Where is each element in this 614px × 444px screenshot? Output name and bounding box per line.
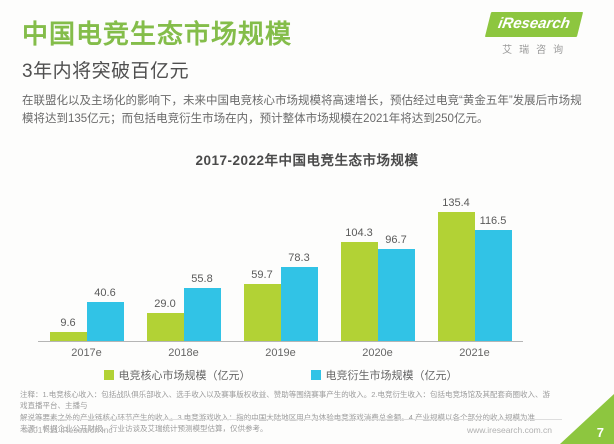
bar-value-label: 104.3	[345, 226, 373, 239]
bar-column: 104.3	[340, 226, 378, 341]
core-market-bar	[49, 331, 87, 341]
bar-column: 96.7	[377, 233, 415, 341]
logo-banner: iResearch	[485, 12, 584, 37]
derivative-market-bar	[474, 229, 512, 341]
logo-brand-cn: 艾瑞咨询	[502, 45, 571, 56]
x-axis-label: 2021e	[459, 346, 490, 359]
footer-copyright: ©2017.11 iResearch Inc	[22, 425, 113, 435]
bar-value-label: 29.0	[154, 297, 176, 310]
bar-value-label: 96.7	[385, 233, 407, 246]
chart-title: 2017-2022年中国电竞生态市场规模	[195, 152, 419, 168]
legend-item: 电竞衍生市场规模（亿元）	[310, 367, 458, 383]
core-market-bar	[146, 312, 184, 341]
bar-chart: 9.6 40.6 29.0 55.8 59.7 78.3 104.3 96.7 135.4 116…	[38, 179, 523, 383]
bar-group-2017e: 9.6 40.6	[38, 179, 135, 341]
bar-group-2018e: 29.0 55.8	[135, 179, 232, 341]
bar-column: 29.0	[146, 297, 184, 341]
x-axis-label: 2020e	[362, 346, 393, 359]
legend-swatch	[103, 369, 114, 380]
footnote-line-3: 来源：根据企业公开财报、行业访谈及艾瑞统计预测模型估算，仅供参考。	[20, 423, 268, 433]
x-axis-label: 2017e	[71, 346, 102, 359]
x-axis-label: 2018e	[168, 346, 199, 359]
bar-value-label: 40.6	[94, 286, 116, 299]
page-number: 7	[596, 425, 604, 440]
core-market-bar	[243, 283, 281, 341]
bar-value-label: 59.7	[251, 268, 273, 281]
x-axis: 2017e 2018e 2019e 2020e 2021e	[38, 342, 523, 359]
page-corner-decoration	[560, 394, 614, 444]
page-subtitle: 3年内将突破百亿元	[22, 61, 190, 82]
page-title: 中国电竞生态市场规模	[22, 19, 293, 49]
x-axis-label: 2019e	[265, 346, 296, 359]
bar-value-label: 55.8	[191, 272, 213, 285]
bar-group-2021e: 135.4 116.5	[426, 179, 523, 341]
bar-group-2019e: 59.7 78.3	[232, 179, 329, 341]
derivative-market-bar	[377, 248, 415, 341]
footer-divider	[20, 419, 562, 420]
bar-column: 40.6	[86, 286, 124, 341]
bar-column: 55.8	[183, 272, 221, 341]
derivative-market-bar	[86, 301, 124, 341]
bar-column: 78.3	[280, 251, 318, 341]
core-market-bar	[340, 241, 378, 341]
derivative-market-bar	[280, 266, 318, 341]
legend-label: 电竞衍生市场规模（亿元）	[325, 369, 458, 382]
bar-column: 116.5	[474, 214, 512, 341]
intro-paragraph: 在联盟化以及主场化的影响下，未来中国电竞核心市场规模将高速增长，预估经过电竞“黄…	[22, 95, 582, 125]
bar-value-label: 9.6	[60, 316, 76, 329]
footnote-line-1: 注释：1.电竞核心收入：包括战队俱乐部收入、选手收入以及赛事版权收益、赞助等围绕…	[20, 390, 551, 411]
chart-legend: 电竞核心市场规模（亿元） 电竞衍生市场规模（亿元）	[38, 367, 523, 383]
bar-value-label: 78.3	[288, 251, 310, 264]
legend-swatch	[310, 369, 321, 380]
header: 中国电竞生态市场规模 3年内将突破百亿元	[0, 0, 614, 83]
bar-group-2020e: 104.3 96.7	[329, 179, 426, 341]
legend-label: 电竞核心市场规模（亿元）	[118, 369, 251, 382]
bar-column: 135.4	[437, 196, 475, 341]
bar-column: 9.6	[49, 316, 87, 341]
footnote: 注释：1.电竞核心收入：包括战队俱乐部收入、选手收入以及赛事版权收益、赞助等围绕…	[20, 389, 556, 434]
bar-value-label: 135.4	[442, 196, 470, 209]
footer-website: www.iresearch.com.cn	[466, 425, 552, 435]
legend-item: 电竞核心市场规模（亿元）	[103, 367, 251, 383]
bar-value-label: 116.5	[479, 214, 507, 227]
logo-brand-text: iResearch	[497, 15, 572, 32]
core-market-bar	[437, 211, 475, 341]
derivative-market-bar	[183, 287, 221, 341]
footnote-line-2: 解说等要素之外的产业链核心环节产生的收入。3.电竞游戏收入：指的中国大陆地区用户…	[20, 412, 536, 422]
bar-column: 59.7	[243, 268, 281, 341]
iresearch-logo: iResearch 艾瑞咨询	[485, 12, 584, 56]
chart-plot-area: 9.6 40.6 29.0 55.8 59.7 78.3 104.3 96.7 135.4 116…	[38, 179, 523, 342]
